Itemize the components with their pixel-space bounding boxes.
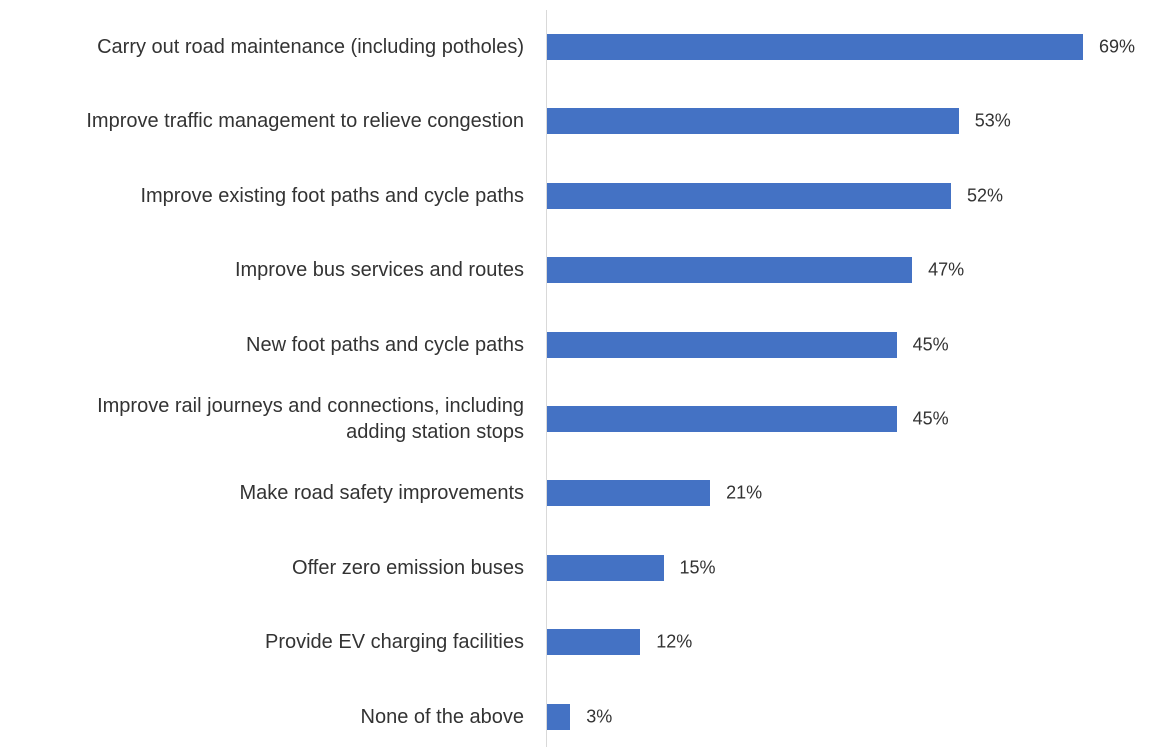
category-label: Offer zero emission buses xyxy=(292,556,524,579)
category-label: None of the above xyxy=(360,705,524,728)
category-label: Make road safety improvements xyxy=(239,482,524,505)
category-label: Improve existing foot paths and cycle pa… xyxy=(140,184,524,207)
category-axis xyxy=(546,10,547,747)
value-label: 45% xyxy=(912,408,949,429)
value-label: 69% xyxy=(1099,36,1136,57)
category-label: Improve bus services and routes xyxy=(234,259,524,282)
bar xyxy=(547,331,897,358)
bar xyxy=(547,554,664,581)
value-label: 12% xyxy=(656,631,693,652)
value-label: 47% xyxy=(928,259,965,280)
bar xyxy=(547,108,959,135)
bar xyxy=(547,480,711,507)
category-label: New foot paths and cycle paths xyxy=(246,333,524,356)
category-label: Improve rail journeys and connections, i… xyxy=(97,395,524,443)
bar xyxy=(547,406,897,432)
category-label: Carry out road maintenance (including po… xyxy=(97,36,524,58)
bar xyxy=(547,629,641,656)
value-label: 45% xyxy=(912,334,949,355)
category-label: Provide EV charging facilities xyxy=(264,631,524,654)
value-label: 53% xyxy=(974,110,1011,131)
bar xyxy=(547,182,951,209)
value-label: 3% xyxy=(586,706,613,727)
value-label: 52% xyxy=(966,185,1003,206)
value-label: 21% xyxy=(726,482,763,503)
bar xyxy=(547,34,1083,60)
bar xyxy=(547,257,913,284)
category-label: Improve traffic management to relieve co… xyxy=(86,110,524,133)
value-label: 15% xyxy=(679,557,716,578)
bar xyxy=(547,703,571,730)
